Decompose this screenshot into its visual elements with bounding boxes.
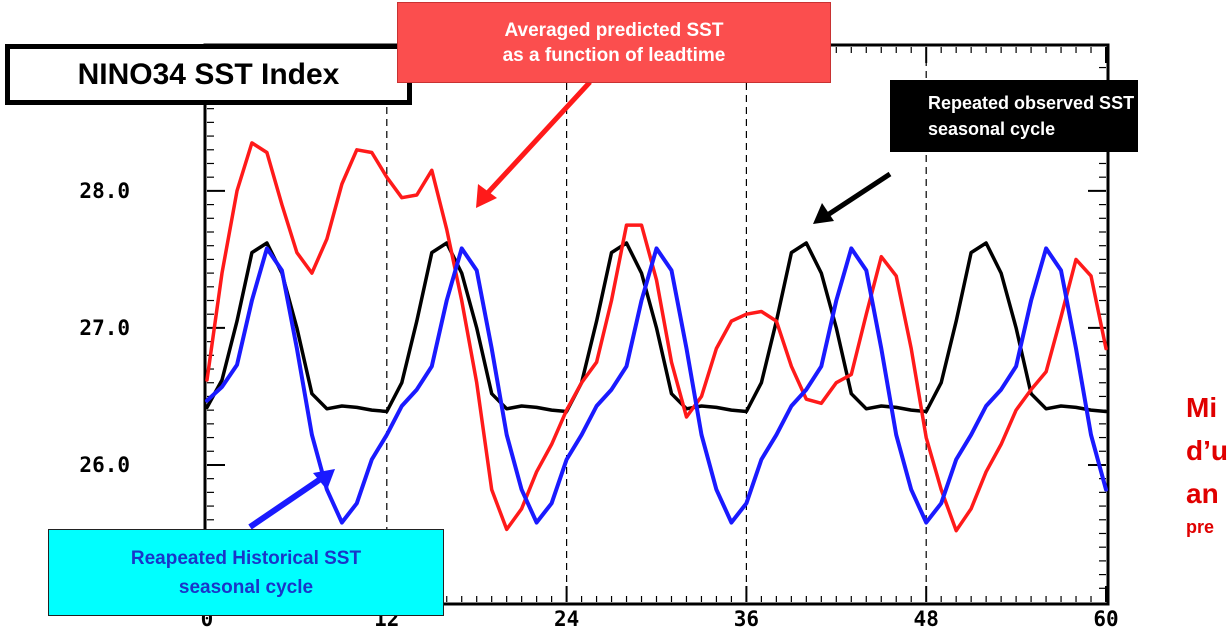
x-tick-label: 36 [734, 607, 759, 627]
predicted-series-line [205, 141, 1108, 533]
side-note-line-4: pre [1186, 517, 1215, 537]
x-tick-label: 48 [914, 607, 939, 627]
historical-annotation: Reapeated Historical SST seasonal cycle [48, 529, 444, 616]
x-tick-label: 60 [1093, 607, 1118, 627]
y-tick-label: 27.0 [79, 316, 130, 340]
historical-series-line [205, 246, 1108, 525]
predicted-annotation: Averaged predicted SST as a function of … [397, 2, 831, 83]
chart-title: NINO34 SST Index [5, 44, 412, 105]
side-note-line-3: an [1186, 478, 1219, 509]
predicted-arrow-head [476, 184, 497, 208]
observed-annotation: Repeated observed SST seasonal cycle [890, 80, 1138, 152]
predicted-arrow [481, 80, 592, 200]
side-note-line-2: d’u [1186, 435, 1228, 466]
y-tick-label: 26.0 [79, 453, 130, 477]
side-note-line-1: Mi [1186, 392, 1218, 423]
x-tick-label: 24 [554, 607, 579, 627]
observed-series-line [205, 241, 1108, 414]
observed-arrow [824, 171, 892, 219]
side-note: Mi d’u an pre [1186, 386, 1230, 546]
y-tick-label: 28.0 [79, 179, 130, 203]
observed-arrow-head [813, 203, 834, 224]
historical-arrow [248, 475, 324, 530]
historical-arrow-head [313, 469, 335, 490]
